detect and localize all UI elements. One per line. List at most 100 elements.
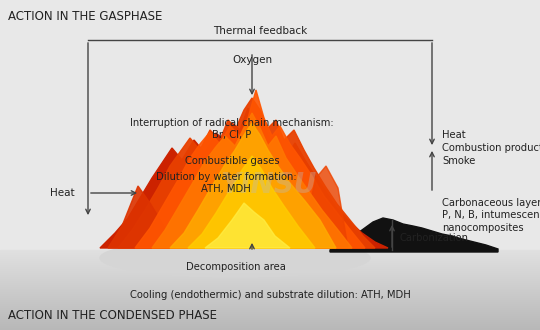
Bar [0,277,540,278]
Text: Cooling (endothermic) and substrate dilution: ATH, MDH: Cooling (endothermic) and substrate dilu… [130,290,410,300]
Bar [0,281,540,282]
Bar [0,317,540,318]
Polygon shape [188,156,315,248]
Bar [0,286,540,287]
Bar [0,295,540,296]
Ellipse shape [100,239,370,277]
Bar [0,279,540,280]
Bar [0,313,540,314]
Bar [0,284,540,285]
Bar [0,292,540,293]
Bar [0,283,540,284]
Bar [0,296,540,297]
Text: Carbonization: Carbonization [400,233,469,243]
Text: Interruption of radical chain mechanism:
Br, Cl, P: Interruption of radical chain mechanism:… [130,118,334,140]
Bar [0,322,540,323]
Bar [0,267,540,268]
Bar [0,256,540,257]
Bar [0,321,540,322]
Bar [0,299,540,300]
Text: ACTION IN THE GASPHASE: ACTION IN THE GASPHASE [8,10,163,23]
Bar [0,287,540,288]
Bar [0,315,540,316]
Bar [0,259,540,260]
Bar [0,297,540,298]
Bar [0,285,540,286]
Bar [0,255,540,256]
Bar [0,314,540,315]
Polygon shape [295,166,348,248]
Bar [0,278,540,279]
Bar [0,327,540,328]
Bar [0,269,540,270]
Bar [0,272,540,273]
Polygon shape [205,203,290,248]
Bar [0,293,540,294]
Bar [0,311,540,312]
Bar [0,298,540,299]
Bar [0,309,540,310]
Text: Heat
Combustion products
Smoke: Heat Combustion products Smoke [442,130,540,166]
Text: YINSU: YINSU [220,171,316,199]
Bar [0,264,540,265]
Polygon shape [118,98,375,248]
Bar [0,257,540,258]
Bar [0,289,540,290]
Bar [0,271,540,272]
Bar [0,326,540,327]
Text: Thermal feedback: Thermal feedback [213,26,307,36]
Bar [0,324,540,325]
Text: ACTION IN THE CONDENSED PHASE: ACTION IN THE CONDENSED PHASE [8,309,217,322]
Polygon shape [108,186,175,248]
Text: Dilution by water formation:
ATH, MDH: Dilution by water formation: ATH, MDH [156,172,296,194]
Polygon shape [100,108,388,248]
Bar [0,312,540,313]
Text: Combustible gases: Combustible gases [185,156,279,166]
Bar [0,316,540,317]
Bar [0,291,540,292]
Bar [0,265,540,266]
Bar [0,251,540,252]
Bar [0,263,540,264]
Bar [0,328,540,329]
Bar [0,266,540,267]
Bar [0,252,540,253]
Polygon shape [330,218,498,252]
Bar [0,302,540,303]
Bar [0,288,540,289]
Text: Decomposition area: Decomposition area [186,262,286,272]
Bar [0,250,540,251]
Bar [0,275,540,276]
Bar [0,308,540,309]
Bar [0,306,540,307]
Bar [0,276,540,277]
Polygon shape [135,90,365,248]
Bar [0,329,540,330]
Bar [0,280,540,281]
Bar [0,300,540,301]
Bar [0,262,540,263]
Bar [0,305,540,306]
Bar [0,261,540,262]
Bar [0,282,540,283]
Text: Oxygen: Oxygen [232,55,272,65]
Bar [0,254,540,255]
Polygon shape [170,123,336,248]
Bar [0,323,540,324]
Bar [0,319,540,320]
Bar [0,304,540,305]
Bar [0,268,540,269]
Bar [0,320,540,321]
Bar [0,290,540,291]
Bar [0,274,540,275]
Bar [0,303,540,304]
Bar [0,258,540,259]
Bar [0,318,540,319]
Bar [0,270,540,271]
Bar [0,294,540,295]
Bar [0,325,540,326]
Polygon shape [152,113,352,248]
Bar [0,301,540,302]
Bar [0,273,540,274]
Bar [0,260,540,261]
